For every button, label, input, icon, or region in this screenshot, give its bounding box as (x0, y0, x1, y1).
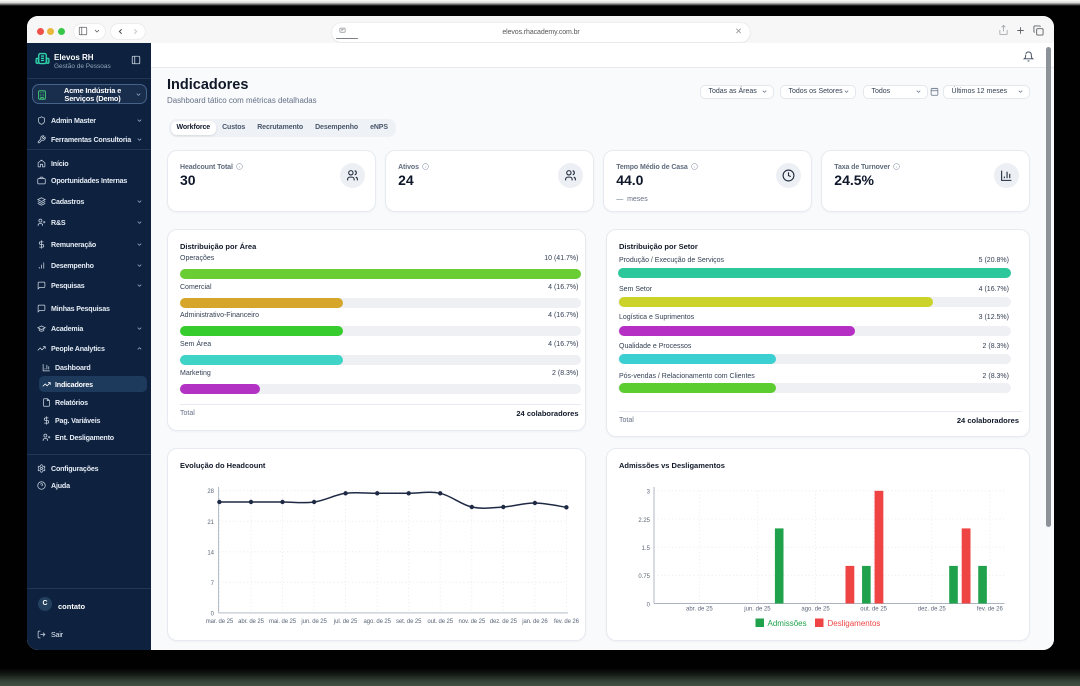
svg-text:28: 28 (207, 489, 214, 495)
svg-text:out. de 25: out. de 25 (860, 607, 887, 613)
svg-text:jun. de 25: jun. de 25 (300, 619, 327, 625)
svg-text:mai. de 25: mai. de 25 (269, 619, 297, 625)
svg-text:ago. de 25: ago. de 25 (364, 619, 392, 625)
svg-text:fev. de 26: fev. de 26 (977, 607, 1004, 613)
svg-text:1.5: 1.5 (642, 546, 651, 552)
svg-text:0.75: 0.75 (638, 574, 650, 580)
svg-text:3: 3 (647, 489, 651, 495)
svg-text:nov. de 25: nov. de 25 (459, 619, 486, 625)
svg-text:jul. de 25: jul. de 25 (333, 619, 358, 625)
svg-text:Admissões: Admissões (768, 619, 807, 628)
svg-text:7: 7 (211, 581, 215, 587)
svg-text:set. de 25: set. de 25 (396, 619, 422, 625)
svg-text:jan. de 26: jan. de 26 (521, 619, 548, 625)
svg-text:jun. de 25: jun. de 25 (743, 607, 771, 613)
svg-text:dez. de 25: dez. de 25 (918, 607, 947, 613)
svg-text:ago. de 25: ago. de 25 (801, 607, 830, 613)
svg-text:fev. de 26: fev. de 26 (554, 619, 580, 625)
svg-text:abr. de 25: abr. de 25 (686, 607, 713, 613)
svg-text:out. de 25: out. de 25 (427, 619, 453, 625)
svg-text:abr. de 25: abr. de 25 (238, 619, 264, 625)
svg-text:0: 0 (647, 602, 651, 608)
svg-text:14: 14 (207, 551, 214, 557)
svg-text:21: 21 (207, 520, 214, 526)
svg-text:dez. de 25: dez. de 25 (490, 619, 518, 625)
svg-text:Desligamentos: Desligamentos (828, 619, 881, 628)
svg-text:0: 0 (211, 612, 215, 618)
svg-text:2.25: 2.25 (638, 518, 650, 524)
svg-text:mar. de 25: mar. de 25 (206, 619, 234, 625)
